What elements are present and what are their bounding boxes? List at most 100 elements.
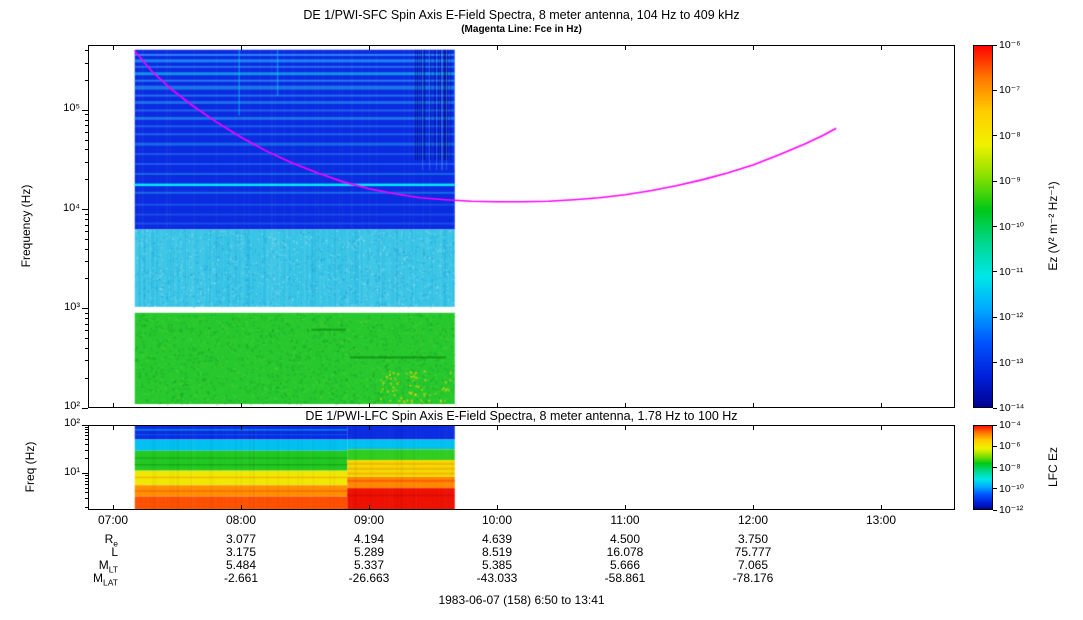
x-tick bbox=[241, 425, 242, 430]
x-tick-label: 13:00 bbox=[865, 513, 897, 527]
x-tick bbox=[497, 403, 498, 408]
x-tick bbox=[369, 403, 370, 408]
sfc-title: DE 1/PWI-SFC Spin Axis E-Field Spectra, … bbox=[303, 8, 740, 22]
sfc-y-minor-tick bbox=[85, 125, 88, 127]
sfc-cb-tick bbox=[993, 89, 997, 91]
x-tick bbox=[497, 505, 498, 510]
x-tick bbox=[753, 505, 754, 510]
lfc-cb-tick-label: 10⁻⁸ bbox=[999, 461, 1021, 474]
x-tick bbox=[113, 425, 114, 430]
lfc-y-minor-tick bbox=[85, 439, 88, 441]
lfc-y-minor-tick bbox=[85, 449, 88, 451]
sfc-cb-tick-label: 10⁻¹² bbox=[999, 311, 1024, 324]
x-tick bbox=[113, 403, 114, 408]
ephemeris-value: 5.385 bbox=[481, 558, 513, 572]
ephemeris-value: 5.484 bbox=[225, 558, 257, 572]
sfc-y-tick bbox=[82, 308, 88, 310]
ephemeris-value: 4.639 bbox=[481, 532, 513, 546]
sfc-cb-tick bbox=[993, 135, 997, 137]
lfc-y-minor-tick bbox=[85, 432, 88, 434]
ephemeris-value: -2.661 bbox=[223, 571, 259, 585]
ephemeris-value: 4.500 bbox=[609, 532, 641, 546]
lfc-y-tick bbox=[82, 424, 88, 426]
sfc-y-minor-tick bbox=[85, 213, 88, 215]
sfc-y-tick-label: 10² bbox=[64, 400, 80, 412]
sfc-y-minor-tick bbox=[85, 224, 88, 226]
x-tick bbox=[113, 45, 114, 50]
lfc-y-minor-tick bbox=[85, 483, 88, 485]
lfc-y-minor-tick bbox=[85, 443, 88, 445]
sfc-ylabel: Frequency (Hz) bbox=[19, 184, 33, 268]
lfc-cb-tick-label: 10⁻¹⁰ bbox=[999, 482, 1024, 495]
x-tick bbox=[881, 45, 882, 50]
ephemeris-row-label: MLT bbox=[98, 558, 118, 575]
sfc-y-minor-tick bbox=[85, 330, 88, 332]
sfc-y-tick bbox=[82, 407, 88, 409]
sfc-y-tick bbox=[82, 209, 88, 211]
ephemeris-value: 8.519 bbox=[481, 545, 513, 559]
sfc-cb-tick-label: 10⁻⁸ bbox=[999, 129, 1021, 142]
sfc-y-minor-tick bbox=[85, 260, 88, 262]
lfc-colorbar bbox=[973, 425, 993, 510]
sfc-y-tick-label: 10⁴ bbox=[63, 201, 80, 214]
sfc-y-tick-label: 10³ bbox=[64, 300, 80, 313]
lfc-y-minor-tick bbox=[85, 498, 88, 500]
ephemeris-value: 16.078 bbox=[606, 545, 644, 559]
ephemeris-row-label: MLAT bbox=[93, 571, 118, 588]
lfc-ylabel: Freq (Hz) bbox=[23, 441, 37, 493]
x-tick bbox=[113, 505, 114, 510]
sfc-y-minor-tick bbox=[85, 312, 88, 314]
sfc-cb-tick-label: 10⁻¹¹ bbox=[999, 265, 1024, 278]
sfc-y-tick bbox=[82, 109, 88, 111]
lfc-y-minor-tick bbox=[85, 435, 88, 437]
sfc-cb-tick bbox=[993, 407, 997, 409]
lfc-cb-tick bbox=[993, 509, 997, 511]
sfc-subtitle: (Magenta Line: Fce in Hz) bbox=[461, 24, 582, 35]
sfc-y-minor-tick bbox=[85, 317, 88, 319]
sfc-y-minor-tick bbox=[85, 338, 88, 340]
sfc-cb-tick bbox=[993, 44, 997, 46]
lfc-y-minor-tick bbox=[85, 477, 88, 479]
x-tick bbox=[369, 505, 370, 510]
sfc-cb-tick bbox=[993, 226, 997, 227]
ephemeris-value: 3.077 bbox=[225, 532, 257, 546]
lfc-y-tick-label: 10¹ bbox=[64, 465, 80, 478]
sfc-y-minor-tick bbox=[85, 179, 88, 181]
sfc-cb-tick bbox=[993, 316, 997, 318]
lfc-cb-tick bbox=[993, 445, 997, 447]
lfc-cb-tick bbox=[993, 488, 997, 490]
lfc-colorbar-label: LFC Ez bbox=[1046, 446, 1060, 488]
ephemeris-value: 4.194 bbox=[353, 532, 385, 546]
lfc-cb-tick bbox=[993, 424, 997, 426]
x-tick bbox=[369, 45, 370, 50]
ephemeris-row-label: Re bbox=[104, 532, 118, 549]
sfc-y-minor-tick bbox=[85, 248, 88, 250]
x-tick bbox=[497, 45, 498, 50]
sfc-cb-tick-label: 10⁻¹⁰ bbox=[999, 220, 1024, 233]
lfc-y-minor-tick bbox=[85, 458, 88, 460]
sfc-y-minor-tick bbox=[85, 347, 88, 349]
sfc-y-minor-tick bbox=[85, 139, 88, 141]
ephemeris-value: -43.033 bbox=[476, 571, 518, 585]
sfc-colorbar-label: Ez (V² m⁻² Hz⁻¹) bbox=[1046, 181, 1060, 271]
lfc-spectrogram-canvas bbox=[88, 425, 955, 510]
ephemeris-value: 75.777 bbox=[734, 545, 772, 559]
ephemeris-value: 5.666 bbox=[609, 558, 641, 572]
x-tick bbox=[241, 45, 242, 50]
sfc-y-minor-tick bbox=[85, 278, 88, 280]
sfc-y-minor-tick bbox=[85, 231, 88, 233]
ephemeris-value: 7.065 bbox=[737, 558, 769, 572]
x-tick bbox=[753, 45, 754, 50]
lfc-y-tick-label: 10² bbox=[64, 417, 80, 429]
x-tick bbox=[369, 425, 370, 430]
x-tick bbox=[881, 403, 882, 408]
x-tick bbox=[881, 505, 882, 510]
sfc-cb-tick-label: 10⁻⁹ bbox=[999, 175, 1021, 188]
lfc-title: DE 1/PWI-LFC Spin Axis E-Field Spectra, … bbox=[305, 409, 738, 423]
sfc-y-minor-tick bbox=[85, 323, 88, 325]
x-tick bbox=[625, 505, 626, 510]
x-tick bbox=[625, 45, 626, 50]
sfc-y-minor-tick bbox=[85, 80, 88, 82]
sfc-y-minor-tick bbox=[85, 114, 88, 116]
